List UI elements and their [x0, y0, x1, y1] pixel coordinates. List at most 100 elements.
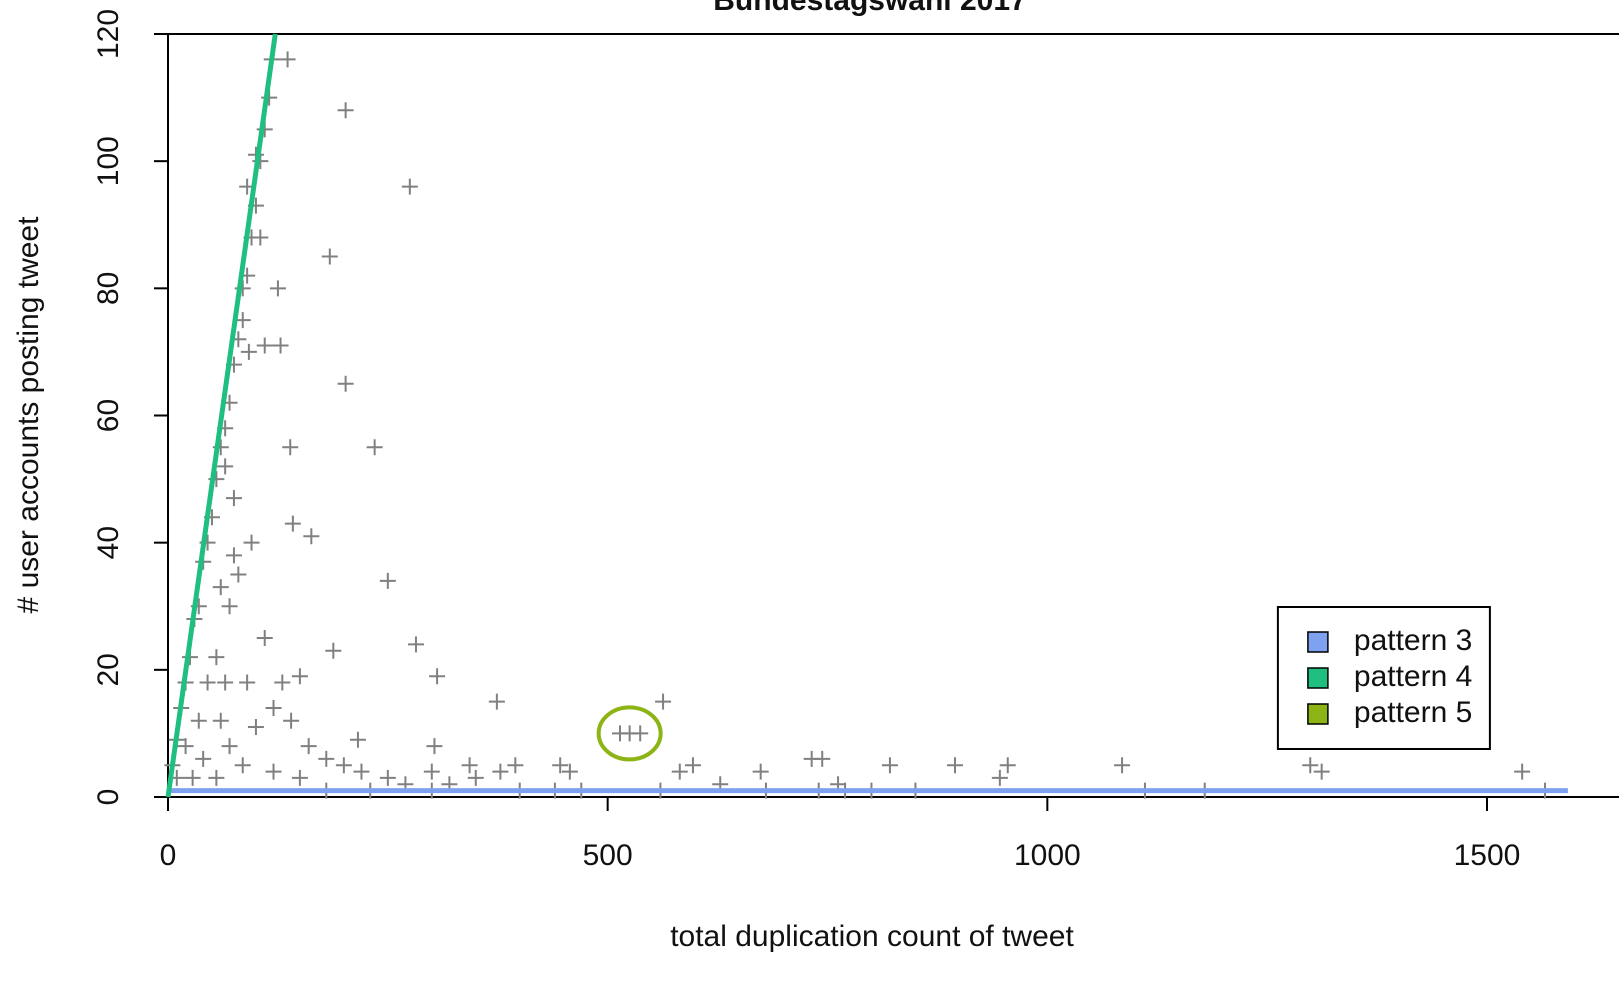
point: [461, 757, 478, 774]
point: [318, 750, 335, 767]
point: [252, 229, 269, 246]
chart-title: Bundestagswahl 2017: [713, 0, 1026, 17]
y-tick-label: 60: [92, 399, 125, 432]
point: [655, 693, 672, 710]
point: [488, 693, 505, 710]
point: [225, 547, 242, 564]
x-tick-label: 1000: [1014, 839, 1081, 872]
legend-label: pattern 3: [1354, 624, 1472, 657]
legend-swatch: [1307, 703, 1329, 725]
legend-swatch: [1307, 667, 1329, 689]
point: [256, 630, 273, 647]
point: [1514, 763, 1531, 780]
pattern-line: [165, 33, 278, 798]
y-tick-label: 80: [92, 272, 125, 305]
point: [1114, 757, 1131, 774]
point: [177, 738, 194, 755]
point: [225, 490, 242, 507]
point: [212, 579, 229, 596]
point: [552, 757, 569, 774]
point: [217, 458, 234, 475]
point: [561, 763, 578, 780]
point: [234, 757, 251, 774]
point: [353, 763, 370, 780]
point: [335, 757, 352, 774]
point: [366, 439, 383, 456]
point: [379, 769, 396, 786]
point: [221, 738, 238, 755]
point: [256, 337, 273, 354]
point: [814, 750, 831, 767]
point: [507, 757, 524, 774]
legend-box: [1276, 606, 1491, 750]
point: [429, 668, 446, 685]
point: [247, 719, 264, 736]
point: [274, 674, 291, 691]
pattern-highlight: [596, 705, 663, 762]
point: [199, 674, 216, 691]
point: [279, 51, 296, 68]
point: [291, 668, 308, 685]
point: [291, 769, 308, 786]
point: [401, 178, 418, 195]
point: [999, 757, 1016, 774]
y-tick-label: 20: [92, 653, 125, 686]
legend-label: pattern 4: [1354, 660, 1472, 693]
point: [632, 725, 649, 742]
y-tick-label: 100: [92, 136, 125, 186]
point: [947, 757, 964, 774]
point: [221, 598, 238, 615]
legend-label: pattern 5: [1354, 696, 1472, 729]
point: [325, 642, 342, 659]
point: [300, 738, 317, 755]
point: [283, 712, 300, 729]
point: [671, 763, 688, 780]
point: [881, 757, 898, 774]
point: [269, 280, 286, 297]
point: [230, 566, 247, 583]
y-tick-label: 40: [92, 526, 125, 559]
point: [212, 712, 229, 729]
point: [337, 375, 354, 392]
point: [991, 769, 1008, 786]
point: [379, 572, 396, 589]
x-tick-label: 1500: [1454, 839, 1521, 872]
x-tick-label: 500: [583, 839, 633, 872]
point: [184, 769, 201, 786]
point: [243, 534, 260, 551]
legend-swatch: [1307, 631, 1329, 653]
point: [752, 763, 769, 780]
point: [337, 102, 354, 119]
point: [265, 763, 282, 780]
point: [423, 763, 440, 780]
point: [239, 674, 256, 691]
point: [282, 439, 299, 456]
point: [1302, 757, 1319, 774]
point: [1313, 763, 1330, 780]
point: [208, 769, 225, 786]
point: [321, 248, 338, 265]
point: [284, 515, 301, 532]
point: [195, 750, 212, 767]
point: [426, 738, 443, 755]
point: [407, 636, 424, 653]
y-axis-label: # user accounts posting tweet: [12, 216, 45, 614]
x-axis-label: total duplication count of tweet: [670, 920, 1074, 953]
point: [492, 763, 509, 780]
x-tick-label: 0: [160, 839, 177, 872]
y-tick-label: 0: [92, 789, 125, 806]
point: [467, 769, 484, 786]
y-tick-label: 120: [92, 9, 125, 59]
point: [349, 731, 366, 748]
point: [265, 699, 282, 716]
point: [208, 649, 225, 666]
point: [217, 674, 234, 691]
point: [190, 712, 207, 729]
point: [303, 528, 320, 545]
point: [272, 337, 289, 354]
point: [684, 757, 701, 774]
point: [240, 343, 257, 360]
